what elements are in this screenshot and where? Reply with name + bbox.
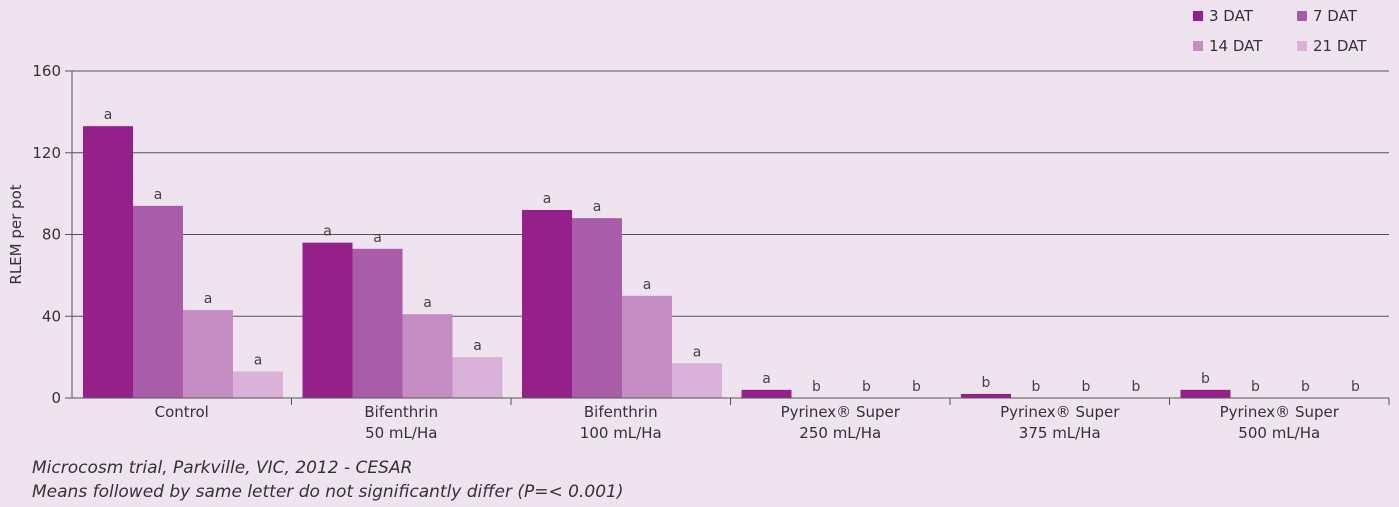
bar [672, 363, 722, 398]
legend-label: 14 DAT [1209, 37, 1263, 55]
bar-label: a [693, 344, 702, 360]
x-tick-label: Pyrinex® Super [781, 403, 901, 421]
bar [572, 218, 622, 398]
legend-swatch [1193, 41, 1203, 51]
x-axis: Control Bifenthrin 50 mL/Ha Bifenthrin 100 m… [72, 397, 1390, 442]
x-tick-label: 500 mL/Ha [1238, 424, 1320, 442]
bar-label: a [473, 338, 482, 354]
bar-label: a [373, 230, 382, 246]
bar-label: b [1082, 379, 1091, 395]
bar [302, 242, 353, 398]
bar-label: a [323, 224, 332, 240]
y-tick-label: 120 [32, 144, 61, 162]
bar-label: b [1032, 379, 1041, 395]
bar [741, 389, 792, 398]
bar [522, 209, 572, 398]
bar [452, 357, 503, 398]
bar-label: a [254, 352, 263, 368]
bar-label: a [104, 107, 113, 123]
bar-label: a [204, 291, 213, 307]
significance-labels: a a a a a a a a a a a a a b b b b b b b b b b b [104, 107, 1360, 395]
bar-label: a [543, 191, 552, 207]
significance-note: Means followed by same letter do not sig… [32, 482, 624, 502]
bar-label: a [154, 187, 163, 203]
bar [83, 126, 133, 399]
x-tick-label: Pyrinex® Super [1000, 403, 1120, 421]
x-tick-label: Bifenthrin [364, 403, 438, 421]
bar [233, 371, 283, 398]
bar [352, 248, 403, 398]
bar-label: b [812, 379, 821, 395]
x-tick-label: Control [155, 403, 209, 421]
bar-label: b [1201, 371, 1210, 387]
bar-label: b [1301, 379, 1310, 395]
bar [133, 205, 183, 398]
source-note: Microcosm trial, Parkville, VIC, 2012 - … [32, 458, 413, 478]
legend-label: 21 DAT [1313, 37, 1367, 55]
y-axis: 0 40 80 120 160 RLEM per pot [7, 62, 73, 407]
x-tick-label: 250 mL/Ha [799, 424, 881, 442]
x-tick-label: 50 mL/Ha [365, 424, 437, 442]
bar-label: b [912, 379, 921, 395]
x-tick-label: Pyrinex® Super [1220, 403, 1340, 421]
bar [622, 295, 672, 398]
x-tick-label: Bifenthrin [584, 403, 658, 421]
legend-swatch [1193, 11, 1203, 21]
legend-label: 7 DAT [1313, 7, 1358, 25]
y-axis-label: RLEM per pot [7, 184, 25, 284]
bar-label: b [862, 379, 871, 395]
bar-label: b [982, 375, 991, 391]
x-tick-label: 375 mL/Ha [1019, 424, 1101, 442]
legend-swatch [1297, 11, 1307, 21]
chart-notes: Microcosm trial, Parkville, VIC, 2012 - … [32, 456, 623, 504]
x-tick-label: 100 mL/Ha [580, 424, 662, 442]
y-tick-label: 160 [32, 62, 61, 80]
bar-label: a [423, 295, 432, 311]
y-tick-label: 0 [51, 389, 61, 407]
bar [961, 393, 1011, 398]
bar-label: a [643, 277, 652, 293]
bar-label: b [1132, 379, 1141, 395]
gridlines [72, 70, 1389, 399]
bar-label: b [1251, 379, 1260, 395]
legend-swatch [1297, 41, 1307, 51]
legend-label: 3 DAT [1209, 7, 1254, 25]
bar [1180, 389, 1231, 398]
bar-label: a [593, 199, 602, 215]
y-tick-label: 40 [42, 307, 61, 325]
bar-label: a [762, 371, 771, 387]
bar [183, 310, 233, 398]
bar [402, 314, 453, 398]
legend: 3 DAT 7 DAT 14 DAT 21 DAT [1193, 7, 1367, 55]
bars [83, 126, 1231, 399]
bar-label: b [1351, 379, 1360, 395]
y-tick-label: 80 [42, 226, 61, 244]
